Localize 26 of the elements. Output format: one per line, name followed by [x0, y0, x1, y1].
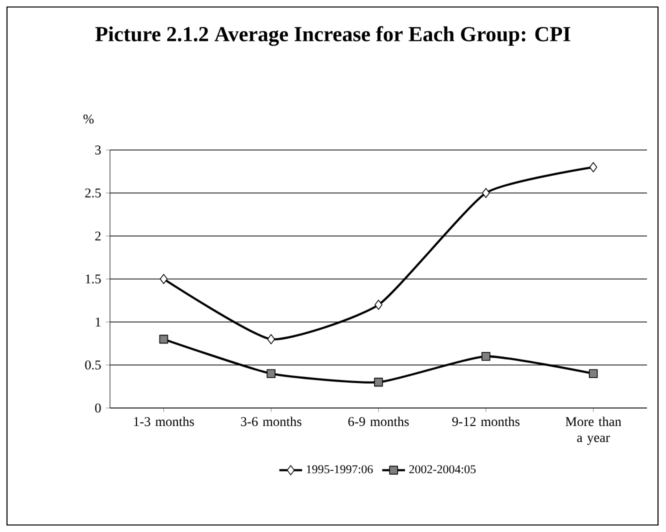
point	[266, 369, 276, 378]
point	[159, 334, 168, 344]
point	[160, 274, 168, 284]
y-tick-label: 1	[96, 318, 100, 326]
point	[482, 352, 490, 361]
x-tick-label: 1-3 months	[134, 416, 194, 426]
y-tick-label: 0.5	[85, 360, 101, 370]
x-tick-label: 9-12 months	[452, 416, 520, 426]
chart-title: Picture 2.1.2 Average Increase for Each Group: CPI	[95, 26, 570, 46]
point	[482, 188, 490, 198]
x-tick-label: 3-6 months	[241, 416, 302, 426]
point	[589, 162, 598, 172]
point	[267, 334, 276, 344]
y-tick-label: 2	[95, 232, 101, 240]
x-tick-label: 6-9 months	[348, 416, 409, 426]
legend-label: 1995-1997:06	[306, 465, 373, 474]
legend-label: 2002-2004:05	[409, 465, 476, 474]
point	[374, 378, 383, 387]
x-tick-label: More than a year	[566, 416, 622, 445]
y-axis-title: %	[83, 114, 94, 124]
y-tick-label: 2.5	[85, 188, 101, 198]
y-tick-label: 1.5	[86, 274, 101, 284]
point	[374, 300, 382, 310]
point	[588, 369, 598, 378]
y-tick-label: 0	[95, 404, 101, 412]
y-tick-label: 3	[95, 146, 101, 154]
